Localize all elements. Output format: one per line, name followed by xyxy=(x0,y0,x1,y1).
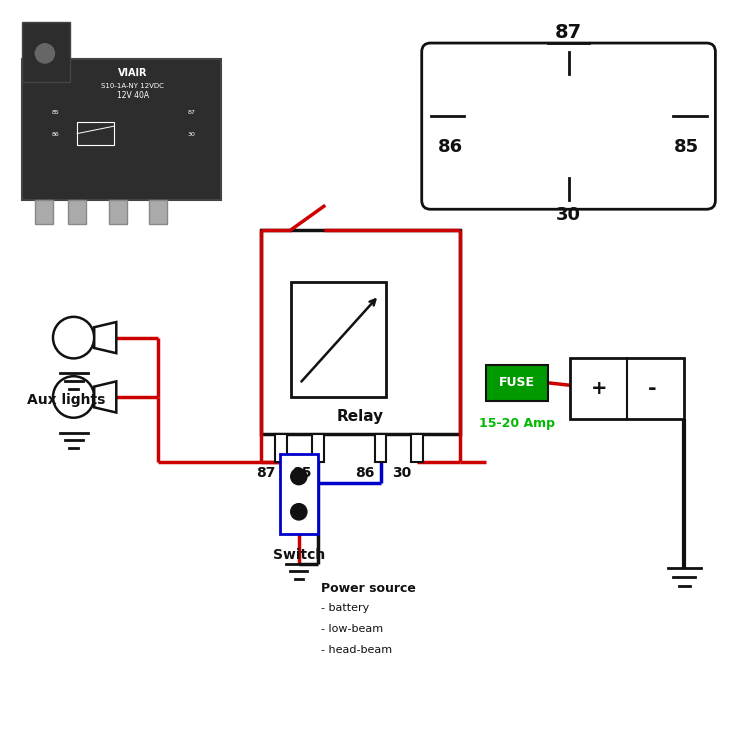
Bar xyxy=(486,365,548,401)
Polygon shape xyxy=(94,322,116,353)
Circle shape xyxy=(291,468,307,485)
Text: 85: 85 xyxy=(674,138,699,156)
Text: Power source: Power source xyxy=(321,582,416,596)
Circle shape xyxy=(35,44,54,63)
Circle shape xyxy=(53,317,94,358)
Bar xyxy=(312,434,324,462)
Text: 30: 30 xyxy=(392,467,411,480)
Bar xyxy=(22,59,221,200)
Bar xyxy=(261,230,460,434)
Text: 30: 30 xyxy=(556,206,581,224)
Text: - battery: - battery xyxy=(321,603,369,613)
Bar xyxy=(77,122,114,145)
Text: VIAIR: VIAIR xyxy=(118,68,147,78)
Bar xyxy=(275,434,287,462)
Text: Relay: Relay xyxy=(337,409,384,424)
Text: 85: 85 xyxy=(52,110,59,115)
Text: - head-beam: - head-beam xyxy=(321,645,392,654)
Bar xyxy=(149,200,167,224)
Text: 86: 86 xyxy=(438,138,463,156)
Text: 87: 87 xyxy=(188,110,195,115)
Text: +: + xyxy=(591,379,607,398)
Bar xyxy=(22,22,70,82)
Bar xyxy=(291,282,386,397)
Text: 85: 85 xyxy=(293,467,312,480)
Text: FUSE: FUSE xyxy=(499,376,535,390)
Text: 15-20 Amp: 15-20 Amp xyxy=(479,417,555,430)
Text: - low-beam: - low-beam xyxy=(321,624,383,634)
Text: 86: 86 xyxy=(355,467,375,480)
Circle shape xyxy=(291,504,307,520)
Text: 86: 86 xyxy=(52,132,59,137)
Text: -: - xyxy=(648,379,657,398)
FancyBboxPatch shape xyxy=(422,43,715,209)
Text: 87: 87 xyxy=(256,467,275,480)
Text: 87: 87 xyxy=(555,23,582,42)
Text: Switch: Switch xyxy=(273,548,325,562)
Bar xyxy=(35,200,53,224)
Text: Aux lights: Aux lights xyxy=(27,393,105,407)
Polygon shape xyxy=(94,381,116,413)
Circle shape xyxy=(53,376,94,418)
Text: 12V 40A: 12V 40A xyxy=(116,91,149,100)
Text: S10-1A-NY 12VDC: S10-1A-NY 12VDC xyxy=(102,83,164,89)
Bar xyxy=(68,200,86,224)
Bar xyxy=(570,358,684,419)
Text: 30: 30 xyxy=(188,132,195,137)
Bar xyxy=(411,434,423,462)
Bar xyxy=(109,200,127,224)
Bar xyxy=(375,434,386,462)
FancyBboxPatch shape xyxy=(280,454,318,534)
